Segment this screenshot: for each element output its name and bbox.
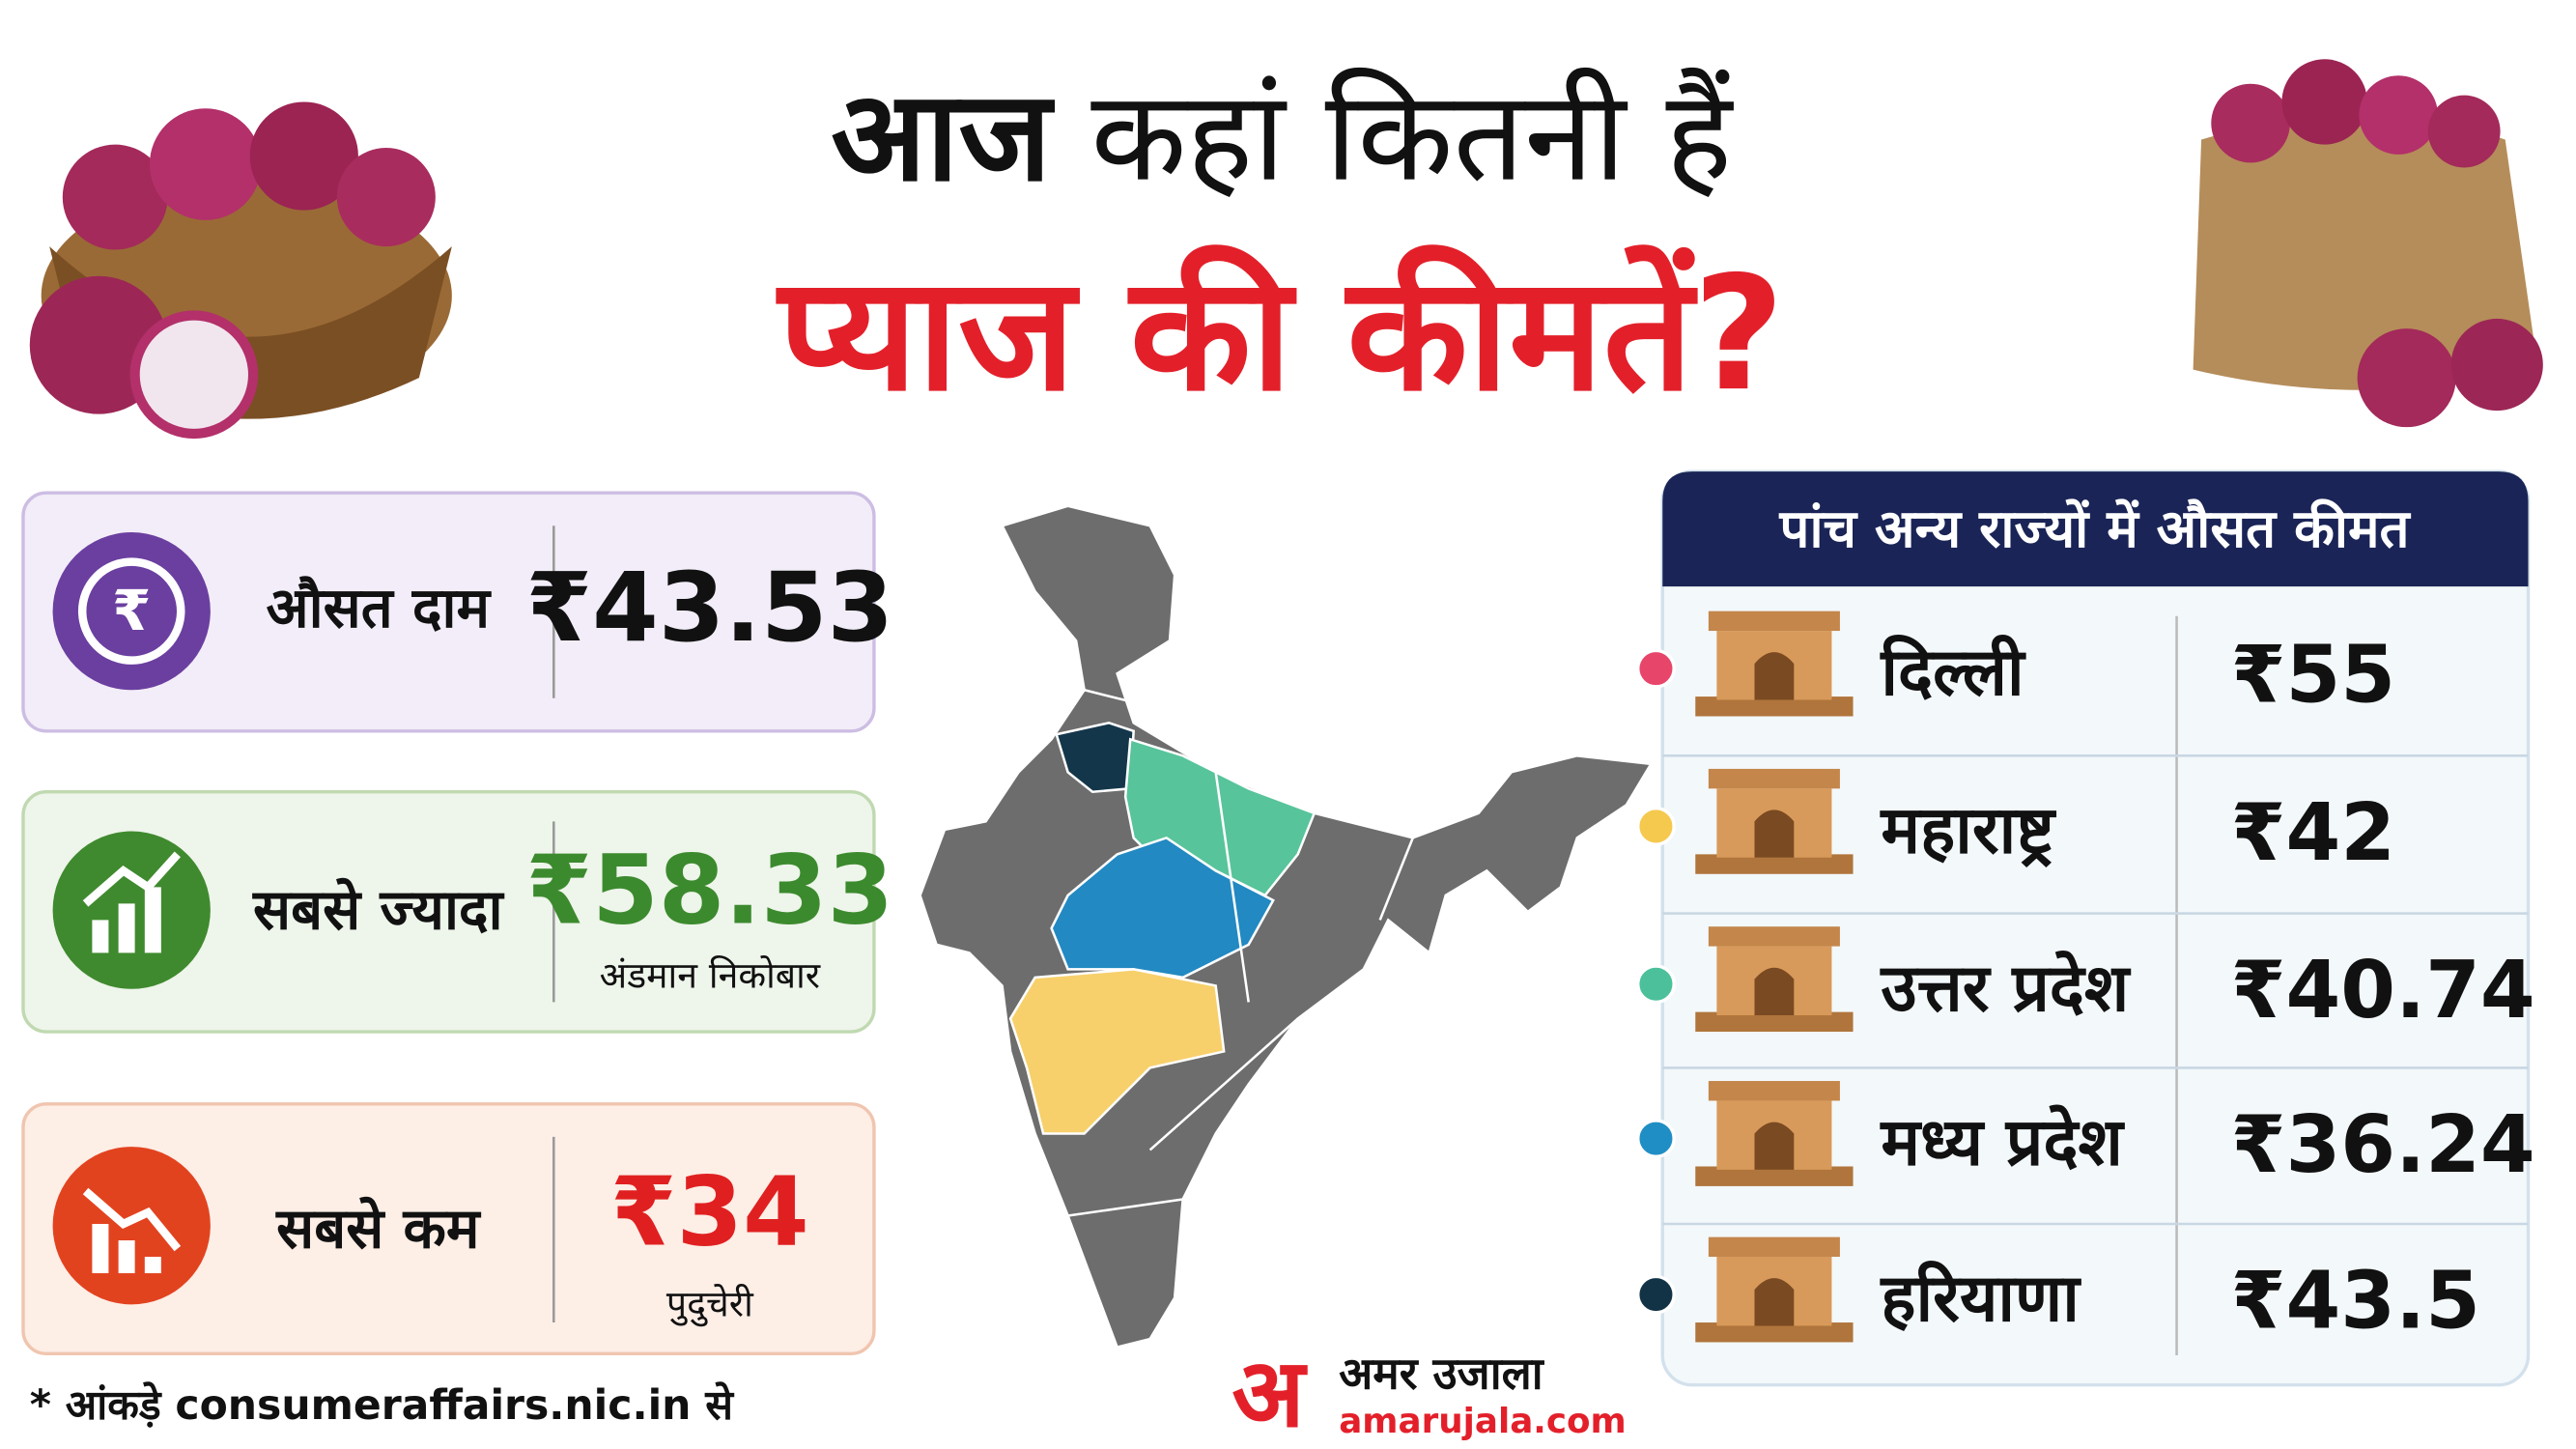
title-line-1: आज कहां कितनी हैं xyxy=(831,64,1734,209)
monument-top xyxy=(1708,768,1840,789)
monument-base xyxy=(1695,1322,1854,1343)
state-name: उत्तर प्रदेश xyxy=(1879,950,2132,1027)
logo: अ अमर उजाला amarujala.com xyxy=(1215,1338,1627,1449)
state-name: दिल्ली xyxy=(1879,634,2026,711)
monument-icon xyxy=(1695,1081,1854,1186)
state-name: हरियाणा xyxy=(1879,1260,2081,1337)
monument-base xyxy=(1695,1011,1854,1033)
panel-title: पांच अन्य राज्यों में औसत कीमत xyxy=(1779,497,2412,559)
logo-mark: अ xyxy=(1231,1338,1308,1449)
states-panel: पांच अन्य राज्यों में औसत कीमत xyxy=(1660,469,2531,1387)
monument-top xyxy=(1708,926,1840,947)
logo-site: amarujala.com xyxy=(1339,1402,1627,1441)
onion-sack xyxy=(2193,59,2543,428)
logo-name: अमर उजाला xyxy=(1339,1348,1545,1400)
stat-card: सबसे ज्यादा ₹58.33 अंडमान निकोबार xyxy=(21,790,894,1034)
stat-place: अंडमान निकोबार xyxy=(600,953,821,996)
monument-arch xyxy=(1754,1122,1795,1170)
stat-price: ₹34 xyxy=(610,1157,809,1268)
stat-label: औसत दाम xyxy=(267,575,493,640)
state-price: ₹43.5 xyxy=(2231,1255,2480,1347)
monument-icon xyxy=(1695,611,1854,717)
stat-price: ₹43.53 xyxy=(526,553,894,664)
monument-icon xyxy=(1695,768,1854,874)
stat-price: ₹58.33 xyxy=(526,835,894,946)
title-rest: कहां कितनी हैं xyxy=(1090,64,1734,209)
monument-arch xyxy=(1754,1278,1795,1326)
monument-base xyxy=(1695,696,1854,717)
monument-arch xyxy=(1754,810,1795,858)
state-dot xyxy=(1636,648,1676,689)
state-price: ₹40.74 xyxy=(2231,945,2535,1037)
stat-card: ₹ औसत दाम ₹43.53 xyxy=(21,491,894,733)
footnote: * आंकड़े consumeraffairs.nic.in से xyxy=(30,1381,734,1430)
state-dot xyxy=(1636,807,1676,846)
monument-arch xyxy=(1754,652,1795,700)
monument-base xyxy=(1695,1166,1854,1186)
title-bold: आज xyxy=(831,64,1055,209)
stat-label: सबसे कम xyxy=(275,1196,482,1262)
monument-arch xyxy=(1754,967,1795,1016)
stat-label: सबसे ज्यादा xyxy=(252,877,505,943)
monument-icon xyxy=(1695,1236,1854,1343)
monument-icon xyxy=(1695,926,1854,1033)
state-name: मध्य प्रदेश xyxy=(1879,1104,2125,1181)
svg-text:₹: ₹ xyxy=(112,578,151,643)
monument-base xyxy=(1695,854,1854,874)
state-dot xyxy=(1636,1119,1676,1158)
state-dot xyxy=(1636,964,1676,1005)
state-name: महाराष्ट्र xyxy=(1879,792,2056,868)
monument-top xyxy=(1708,611,1840,632)
stat-place: पुदुचेरी xyxy=(666,1283,754,1327)
state-price: ₹36.24 xyxy=(2231,1099,2535,1191)
monument-top xyxy=(1708,1236,1840,1258)
india-map xyxy=(919,504,1654,1350)
state-dot xyxy=(1636,1274,1676,1315)
onion-basket xyxy=(29,101,452,440)
stat-card: सबसे कम ₹34 पुदुचेरी xyxy=(21,1102,876,1356)
state-rows: दिल्ली ₹55 महाराष्ट्र ₹42 उत्तर प्रदेश ₹40.74… xyxy=(1636,611,2535,1347)
state-price: ₹42 xyxy=(2231,787,2395,879)
title-line-2: प्याज की कीमतें? xyxy=(776,242,1785,426)
monument-top xyxy=(1708,1081,1840,1101)
state-price: ₹55 xyxy=(2231,630,2395,722)
